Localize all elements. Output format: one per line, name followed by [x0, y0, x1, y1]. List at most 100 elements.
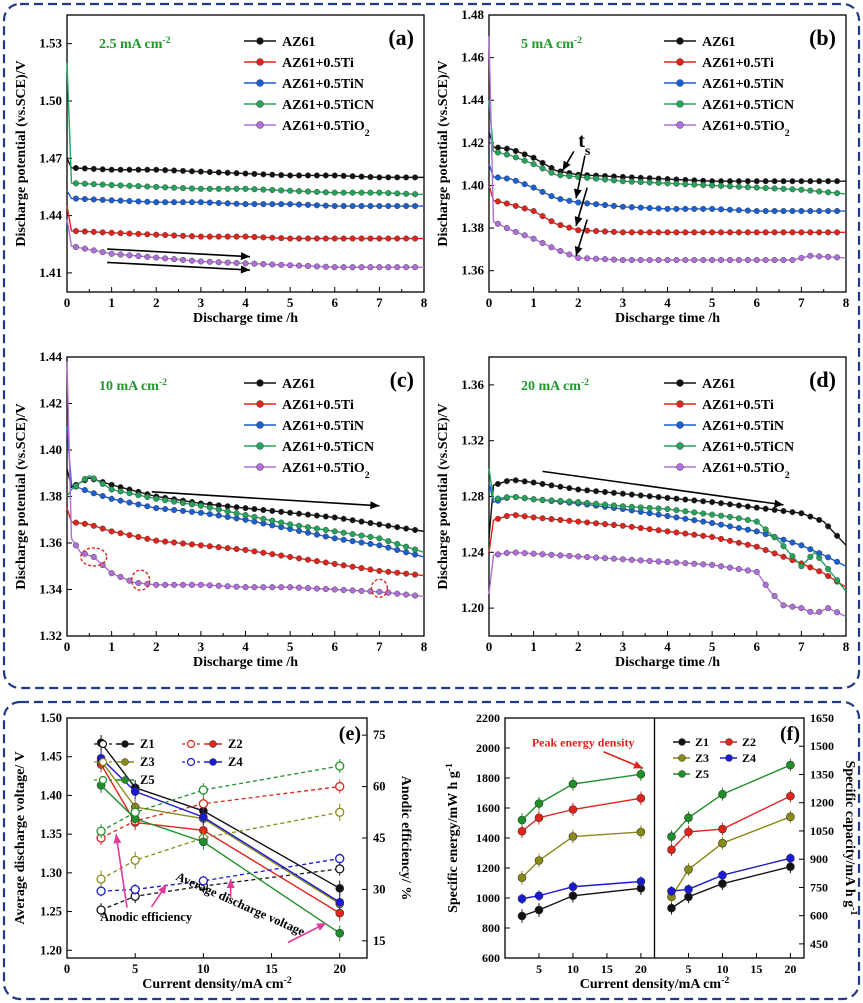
legend-marker-TiCN: [256, 442, 264, 450]
data-point-TiN: [610, 202, 618, 209]
data-point-TiN: [753, 528, 760, 535]
y2-tick-label: 600: [810, 909, 828, 923]
data-point-Ti: [260, 234, 267, 241]
trend-arrow-head: [240, 265, 250, 274]
y-axis-title: Discharge potential (vs.SCE)/V: [14, 403, 29, 589]
data-point-TiCN: [296, 522, 303, 529]
y-tick-label: 1.36: [39, 535, 62, 550]
data-point-TiO2: [575, 553, 582, 560]
x-tick-label: 1: [530, 295, 537, 310]
data-point-TiCN: [126, 182, 133, 189]
data-point-TiCN: [215, 506, 222, 513]
data-point-Ti: [682, 530, 689, 537]
data-point-TiCN: [385, 189, 392, 197]
x-tick-label: 1: [108, 295, 115, 310]
voltage-line-Z2: [100, 764, 341, 914]
data-point-TiO2: [144, 253, 151, 260]
data-point-TiCN: [637, 179, 644, 186]
data-point-Ti: [269, 234, 276, 241]
data-point-TiCN: [780, 185, 787, 192]
data-point-TiO2: [296, 262, 303, 269]
data-point-AZ61: [153, 166, 160, 173]
data-point-AZ61: [628, 491, 635, 498]
data-point-TiCN: [512, 154, 519, 161]
data-point-TiCN: [700, 181, 707, 189]
data-point-Ti: [206, 233, 213, 240]
data-point-AZ61: [780, 178, 787, 185]
data-point-TiO2: [385, 589, 392, 596]
y2-tick-label: 75: [373, 728, 386, 742]
x-tick-label: 5: [132, 962, 138, 976]
x-tick-label: 20: [635, 962, 647, 976]
data-point-Ti: [664, 229, 671, 236]
legend-filled-marker: [209, 758, 217, 766]
y-tick-label: 1.53: [39, 36, 62, 51]
data-point-TiCN: [358, 189, 365, 196]
data-point-TiCN: [664, 506, 671, 513]
data-point-TiO2: [718, 256, 725, 264]
data-point-TiN: [331, 535, 338, 542]
data-point-TiCN: [825, 565, 832, 573]
data-point-TiO2: [673, 559, 680, 566]
data-point-Ti: [215, 233, 222, 240]
data-point-AZ61: [331, 172, 338, 179]
y-tick-label: 1.42: [39, 396, 62, 411]
data-point-TiO2: [260, 261, 267, 268]
data-point-Ti: [358, 235, 365, 242]
data-point-TiCN: [313, 525, 320, 532]
data-point-TiN: [664, 205, 671, 212]
data-point-TiCN: [403, 190, 410, 197]
x-tick-label: 10: [197, 962, 210, 976]
data-point-Ti: [188, 233, 195, 240]
data-point-TiO2: [816, 608, 823, 615]
energy-point-Z2: [568, 805, 578, 814]
energy-point-Z3: [534, 856, 544, 865]
data-point-TiN: [358, 539, 365, 546]
legend-text: AZ61+0.5TiO: [702, 119, 785, 134]
data-point-TiCN: [593, 175, 600, 182]
data-point-TiN: [637, 204, 644, 211]
data-point-Ti: [664, 528, 671, 535]
legend-marker-AZ61: [256, 37, 264, 45]
data-point-TiN: [171, 506, 178, 514]
pink-arrow-head: [158, 884, 167, 895]
data-point-TiO2: [385, 264, 392, 271]
data-point-Ti: [99, 525, 106, 532]
superscript: -2: [574, 35, 582, 46]
data-point-Ti: [655, 527, 662, 534]
data-point-Ti: [412, 571, 419, 578]
data-point-AZ61: [287, 172, 294, 179]
data-point-TiO2: [224, 583, 231, 590]
data-point-TiCN: [90, 475, 97, 482]
energy-point-Z4: [636, 877, 646, 886]
data-point-TiN: [412, 551, 419, 558]
data-point-TiN: [126, 499, 133, 506]
data-point-TiN: [682, 205, 689, 212]
data-point-Ti: [72, 228, 79, 235]
y2-tick-label: 45: [373, 831, 386, 845]
data-point-TiN: [81, 487, 88, 494]
data-point-TiCN: [72, 180, 79, 187]
data-point-TiCN: [834, 190, 841, 197]
data-point-Ti: [780, 229, 787, 236]
data-point-TiO2: [789, 256, 796, 264]
data-point-TiN: [646, 204, 653, 212]
data-point-TiN: [269, 201, 276, 208]
x-tick-label: 1: [530, 639, 537, 654]
data-point-Ti: [403, 235, 410, 242]
data-point-TiO2: [81, 245, 88, 252]
data-point-TiN: [278, 201, 285, 208]
data-point-TiN: [90, 196, 97, 203]
data-point-Ti: [385, 235, 392, 242]
data-point-TiCN: [709, 182, 716, 189]
y-tick-label: 1200: [476, 861, 500, 875]
capacity-point-Z1: [667, 903, 676, 913]
data-point-TiCN: [718, 512, 725, 519]
data-point-Ti: [548, 516, 555, 523]
data-point-AZ61: [557, 483, 564, 490]
data-point-TiO2: [735, 565, 742, 573]
data-point-TiO2: [162, 255, 169, 262]
data-point-Ti: [367, 566, 374, 573]
data-point-Ti: [260, 549, 267, 556]
